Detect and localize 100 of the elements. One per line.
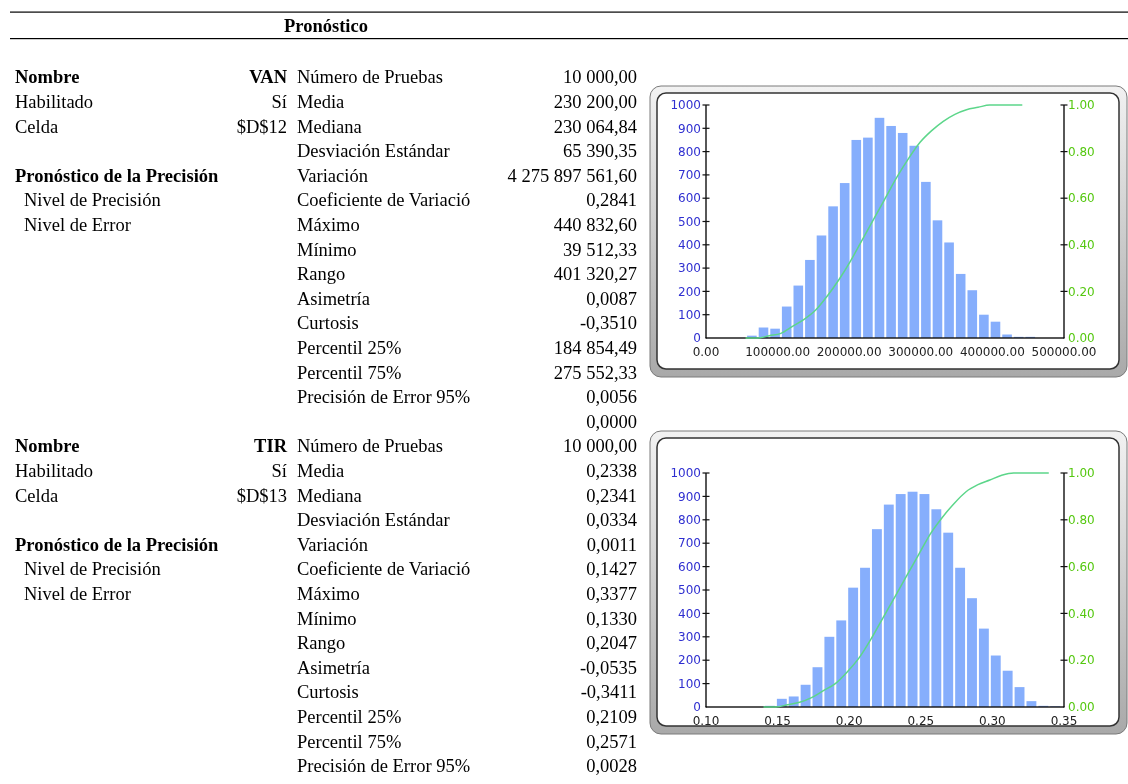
- text: 440 832,60: [553, 215, 637, 236]
- text: 230 064,84: [553, 116, 637, 137]
- category-label: Percentil 75%: [297, 731, 402, 752]
- x-tick-label: 0.15: [764, 714, 791, 729]
- y-tick-label: 400: [678, 238, 701, 252]
- y2-tick-label: 0.80: [1068, 144, 1095, 159]
- category-label: Rango: [297, 633, 346, 654]
- category-label: Mínimo: [297, 239, 357, 260]
- y-tick-label: 200: [678, 284, 701, 299]
- y-tick-label: 500: [678, 583, 701, 598]
- y-tick-label: 700: [678, 536, 701, 551]
- text: 0,0056: [586, 387, 637, 408]
- category-label: Rango: [297, 264, 346, 285]
- category-label: Curtosis: [297, 313, 359, 334]
- y2-tick-label: 1.00: [1068, 466, 1095, 481]
- category-label: Percentil 25%: [297, 338, 402, 359]
- category-label: Desviación Estándar: [297, 141, 450, 162]
- y2-tick-label: 0.60: [1068, 191, 1095, 206]
- text: 65 390,35: [563, 141, 637, 162]
- text: 0,0334: [586, 510, 637, 531]
- x-tick-label: 0.00: [692, 345, 720, 360]
- category-label: Nombre: [15, 67, 80, 88]
- text: 0,2047: [586, 633, 637, 654]
- y2-tick-label: 0.40: [1068, 238, 1095, 252]
- text: 0,0000: [586, 411, 637, 432]
- text: 184 854,49: [553, 338, 637, 359]
- category-label: Máximo: [297, 215, 360, 236]
- category-label: Variación: [297, 534, 368, 555]
- category-label: Percentil 75%: [297, 362, 402, 383]
- y-tick-label: 900: [678, 489, 701, 504]
- text: 39 512,33: [563, 239, 637, 260]
- category-label: Percentil 25%: [297, 707, 402, 728]
- category-label: Asimetría: [297, 657, 370, 678]
- y-tick-label: 100: [678, 676, 701, 691]
- text: 0,0028: [586, 756, 637, 777]
- y-tick-label: 800: [678, 513, 701, 527]
- category-label: Coeficiente de Variació: [297, 559, 471, 580]
- y2-tick-label: 0.20: [1068, 284, 1095, 299]
- text: 0,2338: [586, 461, 637, 482]
- x-tick-label: 0.10: [692, 714, 720, 729]
- y-tick-label: 1000: [670, 98, 701, 113]
- text: -0,3411: [580, 682, 637, 703]
- x-tick-label: 100000.00: [745, 345, 811, 360]
- y-tick-label: 600: [678, 191, 701, 206]
- x-tick-label: 0.25: [907, 714, 935, 729]
- category-label: Desviación Estándar: [297, 510, 450, 531]
- category-label: Sí: [271, 92, 287, 113]
- y-tick-label: 900: [678, 121, 701, 136]
- text: 401 320,27: [553, 264, 637, 285]
- text: 0,2341: [586, 485, 637, 506]
- y2-tick-label: 0.40: [1068, 606, 1095, 621]
- y-tick-label: 300: [678, 630, 701, 644]
- category-label: Mediana: [297, 485, 362, 506]
- category-label: TIR: [254, 436, 287, 457]
- category-label: Habilitado: [15, 92, 94, 113]
- x-tick-label: 200000.00: [816, 345, 882, 360]
- category-label: Máximo: [297, 584, 360, 605]
- text: 275 552,33: [553, 362, 637, 383]
- text: -0,3510: [579, 313, 637, 334]
- text: 0,0011: [586, 534, 637, 555]
- text: 0,1427: [586, 559, 637, 580]
- category-label: Media: [297, 461, 345, 482]
- category-label: Sí: [271, 461, 287, 482]
- text: 10 000,00: [563, 67, 637, 88]
- category-label: Pronóstico de la Precisión: [15, 534, 219, 555]
- y2-tick-label: 0.20: [1068, 653, 1095, 668]
- y-tick-label: 400: [678, 606, 701, 621]
- x-tick-label: 0.35: [1050, 714, 1078, 729]
- category-label: Número de Pruebas: [297, 67, 443, 88]
- x-tick-label: 300000.00: [888, 345, 954, 360]
- category-label: Precisión de Error 95%: [297, 756, 471, 777]
- y-tick-label: 700: [678, 168, 701, 183]
- y-tick-label: 800: [678, 144, 701, 159]
- category-label: Curtosis: [297, 682, 359, 703]
- x-tick-label: 0.20: [835, 714, 863, 729]
- y-tick-label: 0: [693, 331, 701, 346]
- category-label: Nombre: [15, 436, 80, 457]
- y-tick-label: 1000: [670, 466, 701, 481]
- x-tick-label: 500000.00: [1031, 345, 1097, 360]
- y2-tick-label: 0.00: [1068, 700, 1095, 715]
- category-label: Nivel de Error: [24, 215, 131, 236]
- y-tick-label: 100: [678, 307, 701, 322]
- y-tick-label: 300: [678, 261, 701, 276]
- text: 0,1330: [586, 608, 637, 629]
- category-label: Pronóstico de la Precisión: [15, 165, 219, 186]
- category-label: Celda: [15, 116, 59, 137]
- text: 4 275 897 561,60: [507, 165, 637, 186]
- y-tick-label: 500: [678, 214, 701, 229]
- y2-tick-label: 0.60: [1068, 559, 1095, 574]
- category-label: Mínimo: [297, 608, 357, 629]
- category-label: $D$12: [236, 116, 287, 137]
- text: 0,0087: [586, 288, 637, 309]
- text: 0,2109: [586, 707, 637, 728]
- category-label: Media: [297, 92, 345, 113]
- category-label: Mediana: [297, 116, 362, 137]
- text: 0,2571: [586, 731, 637, 752]
- category-label: Variación: [297, 165, 368, 186]
- category-label: Celda: [15, 485, 59, 506]
- text: Pronóstico: [284, 15, 368, 36]
- x-tick-label: 0.30: [979, 714, 1006, 729]
